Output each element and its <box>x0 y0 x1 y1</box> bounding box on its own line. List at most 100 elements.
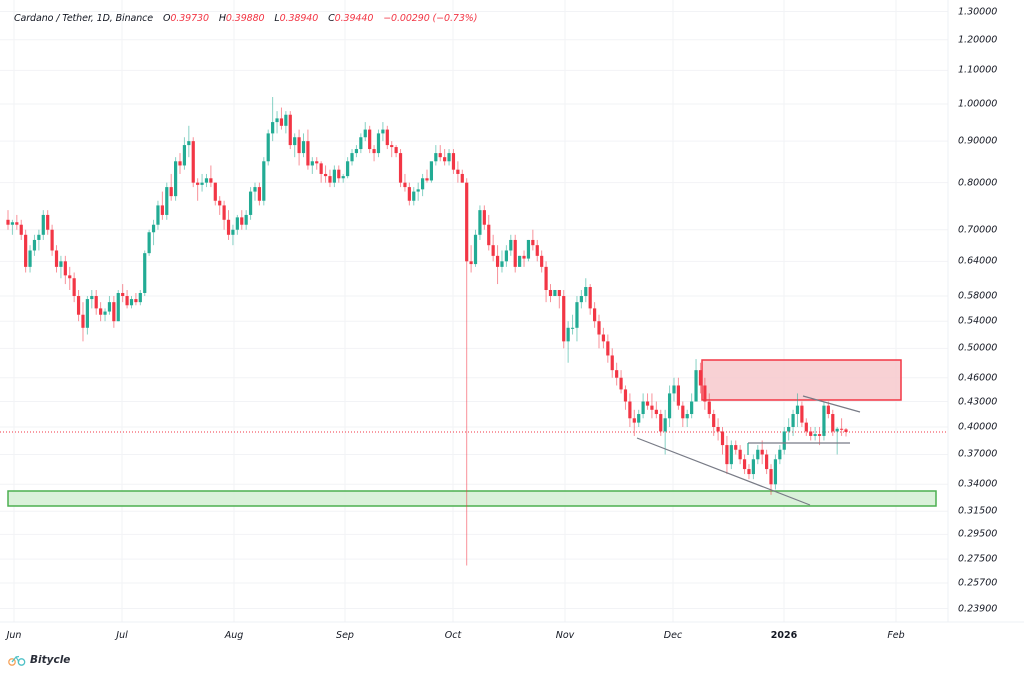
candle <box>667 385 672 427</box>
candle <box>504 245 508 267</box>
candle <box>222 200 226 230</box>
candle <box>6 210 10 230</box>
candle <box>346 157 350 179</box>
candle <box>548 284 553 303</box>
candle <box>544 261 548 303</box>
price-tick-label: 1.30000 <box>958 6 998 17</box>
candle <box>147 229 151 256</box>
candle <box>734 440 738 455</box>
candle <box>271 97 275 142</box>
high-value: 0.39880 <box>225 13 265 24</box>
candle <box>438 145 442 162</box>
candle <box>659 409 663 436</box>
candles <box>6 97 848 566</box>
candle <box>262 157 266 206</box>
candle <box>182 137 187 170</box>
brand-name: Bitycle <box>30 654 71 666</box>
candle <box>72 272 76 303</box>
candle <box>213 182 217 206</box>
candle <box>37 229 41 251</box>
candle <box>359 133 363 154</box>
candle <box>354 145 359 158</box>
candle <box>694 359 698 402</box>
candle <box>196 178 200 201</box>
price-tick-label: 0.58000 <box>958 290 998 302</box>
price-tick-label: 0.54000 <box>958 315 998 327</box>
candle <box>323 165 328 183</box>
candle <box>76 289 81 322</box>
candle <box>765 449 769 475</box>
candle <box>257 182 261 206</box>
candle <box>725 435 729 475</box>
candle <box>487 214 491 251</box>
candle <box>778 445 782 465</box>
candle <box>125 289 129 309</box>
candle <box>85 296 89 335</box>
time-tick-label: Aug <box>224 630 244 641</box>
candle <box>822 401 826 441</box>
candle <box>420 173 425 197</box>
price-tick-label: 1.20000 <box>958 34 998 46</box>
candle <box>425 169 429 183</box>
candle <box>363 122 367 142</box>
candle <box>839 418 844 436</box>
time-tick-label: Nov <box>555 630 575 641</box>
candle <box>782 427 786 455</box>
candle <box>540 250 544 273</box>
candle <box>641 393 645 419</box>
candle <box>729 440 733 470</box>
candle <box>226 210 231 240</box>
candle <box>32 234 37 256</box>
candle <box>742 454 747 475</box>
candle <box>460 169 464 183</box>
candle <box>817 427 822 446</box>
candle <box>685 409 689 427</box>
lower-channel-trendline[interactable] <box>636 437 811 506</box>
candle <box>112 296 116 328</box>
candle <box>690 393 694 419</box>
candle <box>244 210 248 230</box>
candle <box>416 182 420 201</box>
candle <box>240 210 244 230</box>
candle <box>94 289 98 315</box>
candle <box>99 302 103 322</box>
candle <box>15 214 19 230</box>
candle <box>526 239 531 262</box>
candle <box>623 385 628 410</box>
candle <box>482 205 486 230</box>
descending-resistance-trendline[interactable] <box>802 395 861 413</box>
candle <box>284 111 288 134</box>
candle <box>429 161 434 183</box>
candle <box>41 210 45 240</box>
candle <box>288 111 292 150</box>
candle <box>632 409 636 436</box>
candle <box>654 401 658 419</box>
candle <box>500 250 504 273</box>
support-zone[interactable] <box>7 490 937 507</box>
price-tick-label: 0.34000 <box>958 478 998 490</box>
candle <box>597 314 601 349</box>
candle <box>465 178 469 566</box>
low-value: 0.38940 <box>279 13 319 24</box>
candle <box>381 122 385 142</box>
grid-lines <box>0 0 948 622</box>
time-tick-label: Oct <box>444 630 462 641</box>
candle <box>557 289 561 309</box>
candle <box>579 289 583 309</box>
candle <box>301 133 306 158</box>
resistance-zone[interactable] <box>701 359 902 401</box>
candle <box>628 393 632 427</box>
candle <box>800 401 804 427</box>
candle <box>751 454 755 480</box>
candle <box>509 234 513 256</box>
candle <box>19 219 23 240</box>
candle <box>165 182 169 220</box>
candle <box>553 289 557 297</box>
price-tick-label: 1.00000 <box>958 98 998 110</box>
candle <box>813 427 817 441</box>
price-tick-label: 1.10000 <box>958 64 998 76</box>
candle <box>28 245 32 273</box>
time-tick-label: Jul <box>116 630 128 641</box>
